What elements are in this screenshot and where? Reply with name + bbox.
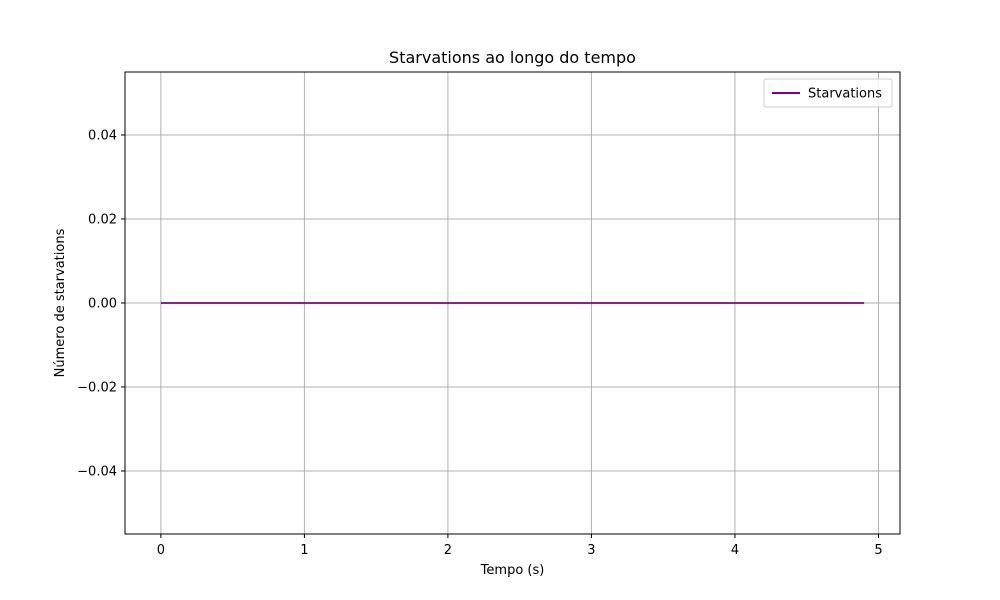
legend-label-starvations: Starvations	[808, 87, 882, 102]
y-tick-label: 0.04	[88, 129, 117, 144]
x-tick-label: 4	[731, 543, 739, 558]
y-tick-label: −0.02	[77, 381, 117, 396]
x-tick-label: 0	[157, 543, 165, 558]
y-tick-label: 0.02	[88, 213, 117, 228]
legend: Starvations	[763, 78, 893, 108]
legend-box	[763, 78, 893, 108]
x-tick-label: 1	[300, 543, 308, 558]
y-axis-label: Número de starvations	[53, 228, 68, 377]
chart-title: Starvations ao longo do tempo	[389, 48, 636, 67]
y-tick-label: −0.04	[77, 465, 117, 480]
x-axis-label: Tempo (s)	[480, 563, 545, 578]
x-tick-label: 3	[587, 543, 595, 558]
y-tick-label: 0.00	[88, 297, 117, 312]
x-tick-label: 5	[874, 543, 882, 558]
x-tick-label: 2	[444, 543, 452, 558]
tick-layer: 0 1 2 3 4 5 −0.04 −0.02 0.00 0.02 0.04	[77, 129, 882, 559]
